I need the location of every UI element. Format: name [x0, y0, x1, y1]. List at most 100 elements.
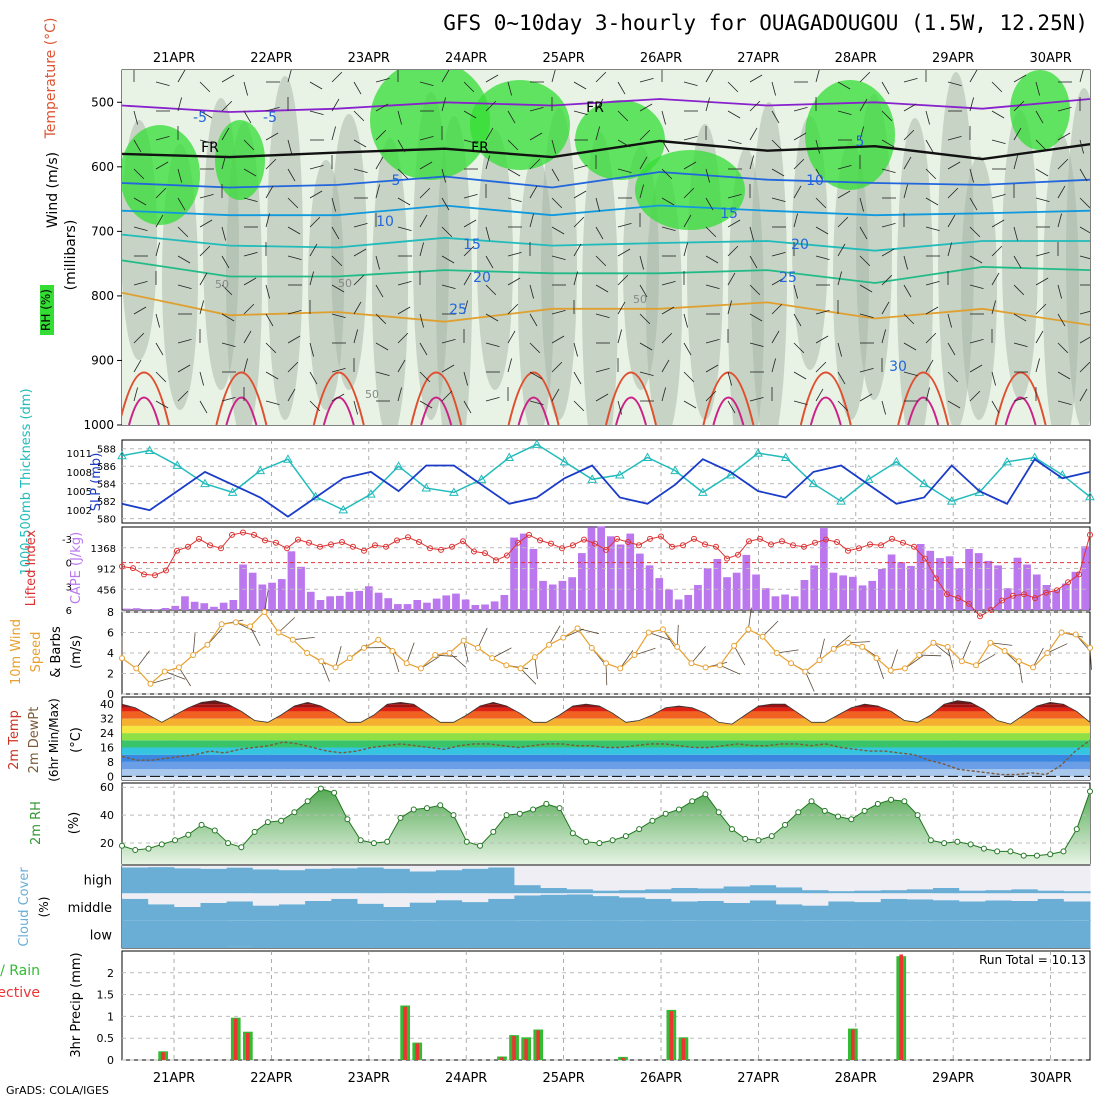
cloud-cell-high	[1037, 890, 1065, 894]
wind-barb	[133, 281, 148, 286]
wind10m-barb	[420, 656, 440, 669]
wind-speed-marker	[460, 637, 467, 644]
wind-speed-marker	[702, 664, 709, 671]
wind-barb	[1057, 284, 1062, 299]
wind-speed-marker	[218, 621, 225, 628]
rh-tick-label: 20	[100, 837, 114, 850]
wind10m-barb	[392, 650, 400, 673]
cape-bar	[945, 556, 954, 610]
wind-barb	[903, 371, 918, 376]
wind-barb	[265, 185, 274, 199]
wind-barb	[749, 313, 763, 322]
wind-barb	[1057, 400, 1072, 405]
wind-barb	[969, 97, 974, 112]
wind-barb	[177, 390, 189, 402]
cape-bar	[152, 609, 160, 610]
rh-grey-band	[582, 132, 618, 425]
cloud-clear-high	[462, 866, 489, 869]
wind-barb	[727, 81, 739, 93]
li-marker	[735, 551, 741, 558]
wind-barb	[749, 255, 758, 269]
cape-bar	[326, 596, 334, 610]
wind-barb	[441, 390, 453, 402]
wind-barb	[705, 70, 714, 83]
contour-label: 5	[392, 173, 401, 189]
li-marker	[867, 541, 873, 548]
wind-barb	[815, 361, 827, 373]
wind-barb	[221, 342, 236, 347]
wind-barb	[969, 197, 978, 211]
temp-color-band	[122, 747, 1090, 755]
li-marker	[889, 535, 895, 542]
wind-barb	[419, 136, 434, 141]
li-marker	[1076, 571, 1082, 578]
wind-barb	[287, 168, 296, 182]
cloud-level-label: low	[90, 928, 113, 943]
cape-bar	[694, 585, 702, 610]
rh-marker	[874, 800, 881, 807]
cape-bar	[442, 595, 451, 610]
cape-bar	[432, 598, 441, 610]
wind-barb	[1013, 397, 1028, 402]
contour-label: 50	[338, 277, 352, 290]
wind-speed-marker	[1072, 631, 1079, 638]
rh-marker	[1033, 852, 1040, 859]
cloud-clear-low	[802, 920, 829, 948]
li-marker	[295, 536, 301, 543]
cape-bar	[365, 586, 373, 610]
thickness-marker	[1002, 456, 1012, 466]
temp-label-3: (6hr Min/Max)	[47, 698, 61, 782]
date-label-bottom: 22APR	[250, 1071, 292, 1086]
thickness-label: 1000-500mb Thickness (dm)	[19, 388, 34, 575]
wind-speed-marker	[161, 668, 168, 675]
wind-barb	[397, 139, 406, 153]
cloud-clear-low	[880, 920, 908, 948]
rh-marker	[370, 840, 377, 847]
wind-barb	[243, 277, 257, 286]
wind-barb	[287, 226, 301, 235]
li-marker	[713, 543, 719, 550]
isotherm-35-arch	[1004, 396, 1037, 425]
wind-barb	[749, 397, 764, 402]
wind-speed-marker	[1001, 648, 1008, 654]
cape-label: CAPE (J/kg)	[69, 532, 84, 604]
wind-barb	[199, 400, 208, 414]
isotherm-line	[122, 139, 1090, 161]
temp-color-band	[122, 754, 1090, 762]
wind-barb	[683, 242, 688, 257]
cape-bar	[820, 528, 828, 610]
wind-barb	[551, 310, 566, 315]
wind-barb	[309, 165, 324, 170]
wind-barb	[991, 139, 1006, 144]
cloud-cell-middle	[854, 902, 882, 921]
wind-speed-marker	[247, 623, 254, 630]
wind-speed-marker	[332, 664, 339, 671]
cape-bar	[761, 588, 770, 610]
rh-marker	[172, 837, 179, 844]
wind-barb	[859, 393, 873, 402]
cloud-cell-high	[174, 868, 201, 894]
wind-barb	[617, 168, 632, 173]
wind-barb	[221, 155, 226, 170]
wind-barb	[705, 284, 720, 289]
wind-barb	[287, 70, 292, 83]
wind-barb	[331, 197, 336, 212]
contour-label: FR	[471, 140, 489, 156]
li-marker	[680, 542, 686, 549]
wind-barb	[419, 400, 433, 409]
precip-convective-bar	[233, 1018, 238, 1060]
wind-barb	[1079, 139, 1084, 154]
wind10m-barb	[890, 649, 898, 671]
wind-barb	[551, 197, 563, 209]
wind-barb	[265, 158, 277, 170]
wind-barb	[287, 361, 299, 373]
cloud-level-label: middle	[68, 901, 112, 916]
rh-marker	[278, 817, 285, 824]
wind-barb	[177, 226, 189, 238]
li-marker	[1087, 531, 1093, 538]
rh-marker	[914, 812, 921, 819]
wind-barb	[265, 107, 280, 112]
rh-marker	[1073, 826, 1080, 833]
wind10m-barb	[1047, 643, 1068, 654]
cape-bar	[578, 553, 586, 610]
